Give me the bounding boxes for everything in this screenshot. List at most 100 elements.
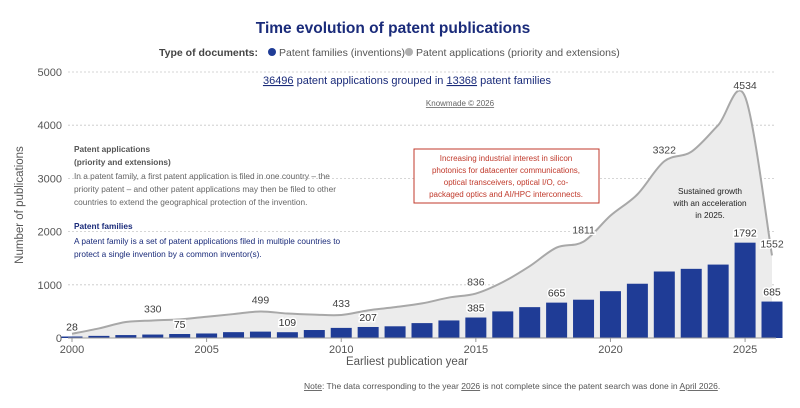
- bar: [573, 299, 595, 338]
- bar: [357, 326, 379, 338]
- applications-labels: 330 499 433 836 1811 3322 4534 1552: [143, 78, 786, 317]
- annotation-box: [413, 148, 600, 204]
- bar-value-label: 28: [66, 322, 78, 334]
- summary-end: patent families: [480, 75, 551, 87]
- legend-item-families: Patent families (inventions): [279, 47, 405, 59]
- applications-definition-title-2: (priority and extensions): [74, 157, 171, 167]
- footnote-text: .: [718, 381, 720, 391]
- families-bars: [61, 242, 783, 338]
- bar-value-label: 1792: [733, 228, 757, 240]
- summary-text: 36496 patent applications grouped in 133…: [263, 75, 552, 87]
- applications-area: [72, 90, 772, 339]
- annotation-line: optical transceivers, optical I/O, co-: [444, 178, 569, 187]
- line-value-label: 1552: [760, 238, 784, 250]
- line-value-label: 3322: [653, 144, 677, 156]
- bar: [438, 320, 460, 338]
- bar: [384, 326, 406, 338]
- industrial-interest-annotation: Increasing industrial interest in silico…: [413, 148, 600, 204]
- bar: [411, 323, 433, 338]
- line-value-label: 1811: [572, 225, 595, 237]
- footnote-label: Note: [304, 381, 322, 391]
- annotation-line: photonics for datacenter communications,: [432, 166, 580, 175]
- y-tick-label: 5000: [38, 67, 62, 79]
- bar: [249, 331, 271, 338]
- y-tick-label: 3000: [38, 173, 62, 185]
- applications-line: [71, 89, 773, 335]
- families-labels: 28 75 109 207 385 665 1792 685: [65, 226, 783, 335]
- bar: [61, 336, 83, 338]
- definitions: Patent applications (priority and extens…: [74, 144, 340, 259]
- bar: [626, 283, 648, 338]
- line-value-label: 4534: [733, 80, 757, 92]
- line-value-label: 330: [144, 303, 162, 315]
- annotation-line: packaged optics and AI/HPC interconnects…: [429, 190, 583, 199]
- bar: [276, 332, 298, 338]
- growth-annotation: Sustained growth with an acceleration in…: [672, 186, 747, 220]
- bar: [653, 271, 675, 338]
- x-tick-label: 2025: [733, 344, 757, 356]
- chart-title: Time evolution of patent publications: [256, 20, 530, 37]
- footnote-month: April 2026: [680, 381, 719, 391]
- y-tick-label: 2000: [38, 227, 62, 239]
- legend-item-applications: Patent applications (priority and extens…: [416, 47, 620, 59]
- growth-line: in 2025.: [695, 210, 725, 220]
- x-axis-ticks: 2000 2005 2010 2015 2020 2025: [60, 338, 757, 356]
- legend: Type of documents: Patent families (inve…: [159, 47, 620, 59]
- bar: [761, 301, 783, 338]
- footnote-text: : The data corresponding to the year: [322, 381, 461, 391]
- bar: [330, 327, 352, 338]
- summary-applications-count: 36496: [263, 75, 294, 87]
- y-axis-title: Number of publications: [14, 146, 26, 264]
- applications-definition-title-1: Patent applications: [74, 144, 150, 154]
- line-value-label: 499: [252, 294, 270, 306]
- bar: [303, 330, 325, 338]
- growth-line: with an acceleration: [672, 198, 747, 208]
- y-axis-ticks: 0 1000 2000 3000 4000 5000: [38, 67, 62, 345]
- bar: [734, 242, 756, 338]
- y-tick-label: 4000: [38, 120, 62, 132]
- x-tick-label: 2015: [464, 344, 488, 356]
- x-tick-label: 2020: [598, 344, 622, 356]
- bar: [169, 334, 191, 338]
- bar: [115, 335, 137, 338]
- applications-definition-line: priority patent – and other patent appli…: [74, 184, 336, 194]
- families-definition-line: protect a single invention by a common i…: [74, 249, 262, 259]
- bar: [142, 334, 164, 338]
- y-tick-label: 0: [56, 333, 62, 345]
- y-tick-label: 1000: [38, 280, 62, 292]
- bar-value-label: 385: [467, 303, 485, 315]
- summary-families-count: 13368: [446, 75, 477, 87]
- footnote-text: is not complete since the patent search …: [480, 381, 679, 391]
- bar: [196, 333, 218, 338]
- legend-label: Type of documents:: [159, 47, 258, 59]
- bar: [88, 335, 110, 338]
- copyright: Knowmade © 2026: [426, 99, 495, 108]
- bar: [707, 264, 729, 338]
- footnote: Note: The data corresponding to the year…: [304, 381, 720, 391]
- summary-mid: patent applications grouped in: [297, 75, 444, 87]
- bar-value-label: 75: [174, 319, 186, 331]
- x-axis-title: Earliest publication year: [346, 356, 468, 368]
- legend-swatch-applications: [405, 48, 413, 56]
- bar-value-label: 207: [359, 312, 377, 324]
- bar: [680, 268, 702, 338]
- growth-line: Sustained growth: [678, 186, 742, 196]
- applications-definition-line: countries to extend the geographical pro…: [74, 197, 307, 207]
- bar: [519, 307, 541, 338]
- families-definition-title: Patent families: [74, 221, 133, 231]
- annotation-line: Increasing industrial interest in silico…: [440, 154, 573, 163]
- x-tick-label: 2005: [194, 344, 218, 356]
- x-tick-label: 2010: [329, 344, 353, 356]
- bar-value-label: 665: [548, 288, 566, 300]
- bar-value-label: 685: [763, 287, 781, 299]
- bar-value-label: 109: [279, 317, 297, 329]
- line-value-label: 433: [332, 298, 350, 310]
- bar: [599, 291, 621, 338]
- bar: [546, 302, 568, 338]
- legend-swatch-families: [268, 48, 276, 56]
- applications-definition-line: In a patent family, a first patent appli…: [74, 171, 330, 181]
- bar: [465, 317, 487, 338]
- footnote-year: 2026: [461, 381, 480, 391]
- bar: [492, 311, 514, 338]
